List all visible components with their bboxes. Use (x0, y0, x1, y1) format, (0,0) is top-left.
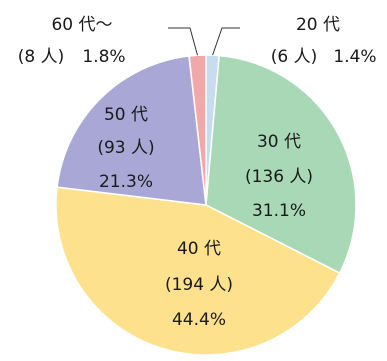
label-60s-category: 60 代〜 (51, 15, 112, 35)
label-30s: 30 代 (136 人) 31.1% (245, 132, 313, 221)
leader-lines (168, 27, 240, 56)
label-50s: 50 代 (93 人) 21.3% (97, 105, 154, 192)
leader-line-60s (168, 27, 199, 56)
label-30s-percent: 31.1% (252, 201, 306, 221)
label-20s: 20 代 (6 人) 1.4% (271, 15, 377, 67)
label-20s-category: 20 代 (296, 15, 340, 35)
label-40s-count: (194 人) (165, 275, 233, 295)
svg-text:(6 人): (6 人) (271, 47, 317, 67)
label-60s-percent: 1.8% (82, 47, 125, 67)
pie-slice-60代〜 (188, 54, 207, 206)
pie-slice-40代 (55, 186, 341, 356)
label-60s: 60 代〜 (8 人) 1.8% (18, 15, 126, 67)
label-40s-category: 40 代 (177, 239, 221, 259)
label-20s-percent: 1.4% (333, 47, 376, 67)
label-50s-category: 50 代 (104, 105, 148, 125)
leader-line-20s (212, 27, 240, 56)
label-30s-category: 30 代 (257, 132, 301, 152)
label-40s-percent: 44.4% (172, 310, 226, 330)
label-50s-percent: 21.3% (99, 172, 153, 192)
label-40s: 40 代 (194 人) 44.4% (165, 239, 233, 330)
pie-slice-50代 (56, 55, 207, 206)
label-30s-count: (136 人) (245, 167, 313, 187)
pie-slices (55, 54, 357, 356)
pie-slice-30代 (205, 54, 357, 275)
label-50s-count: (93 人) (97, 138, 154, 158)
label-60s-count: (8 人) (18, 47, 64, 67)
label-20s-count: (6 人) (271, 47, 317, 67)
